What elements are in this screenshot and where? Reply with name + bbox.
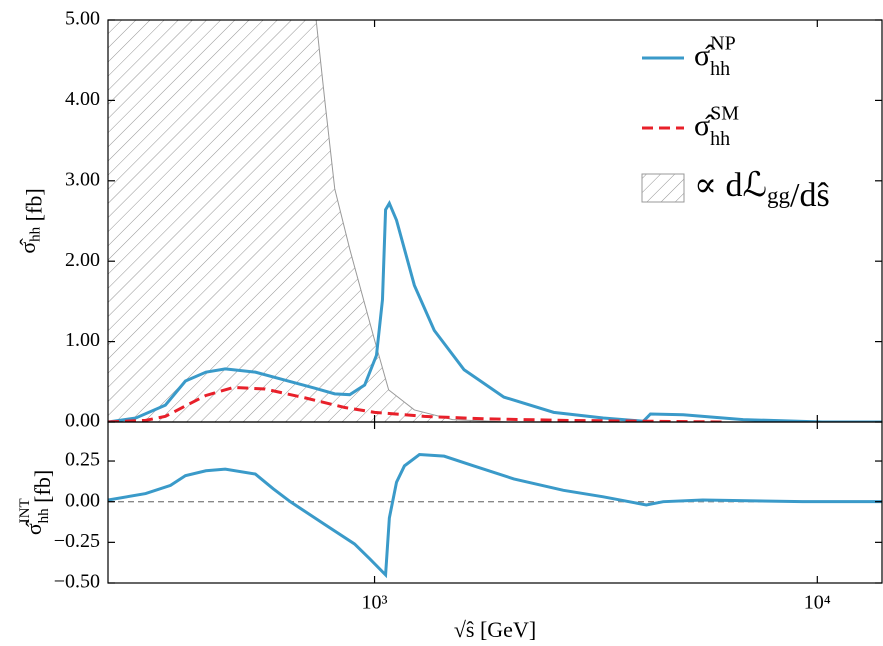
rich-label: σ̂SM hh (694, 102, 739, 150)
label-sup: INT (18, 498, 34, 523)
label-sub: hh (710, 128, 730, 150)
label-sub: hh (28, 226, 44, 242)
label-main: σ̂ (694, 39, 715, 72)
label-sup: SM (710, 102, 739, 124)
series-line (108, 385, 724, 422)
x-axis-label: √ŝ [GeV] (454, 617, 536, 642)
y-tick-label: 5.00 (65, 8, 100, 30)
series-line (108, 199, 882, 422)
y-tick-label: 1.00 (65, 329, 100, 351)
label-sub: hh (36, 508, 52, 524)
shaded-area (108, 20, 508, 422)
label-tail: [fb] (30, 470, 55, 508)
rich-label: σ̂NP hh (694, 32, 736, 80)
label-tail: /dŝ (790, 177, 830, 214)
series-line (108, 452, 882, 579)
label-sub: gg (767, 183, 791, 208)
label-sub: hh (710, 58, 730, 80)
axes-frame (107, 421, 883, 584)
y-tick-label: 0.00 (65, 410, 100, 432)
label-tail: [fb] (22, 188, 47, 226)
label-main: ∝ dℒ (694, 167, 767, 204)
y-tick-label: −0.25 (54, 530, 100, 552)
rich-label: σ̂hh [fb] (15, 188, 47, 253)
y-tick-label: −0.50 (54, 571, 100, 593)
label-main: σ̂ (694, 109, 715, 142)
x-tick-label: 10³ (362, 592, 388, 614)
y-tick-label: 2.00 (65, 249, 100, 271)
plot-area (108, 20, 882, 422)
rich-label: σ̂INT hh [fb] (18, 470, 55, 535)
y-tick-label: 3.00 (65, 168, 100, 190)
y-tick-label: 4.00 (65, 88, 100, 110)
y-tick-label: 0.25 (65, 449, 100, 471)
label-sup: NP (710, 32, 736, 54)
plot-area (108, 452, 882, 579)
legend-swatch (641, 173, 685, 203)
rich-label: ∝ dℒgg/dŝ (694, 167, 830, 214)
y-tick-label: 0.00 (65, 489, 100, 511)
x-tick-label: 10⁴ (804, 592, 831, 614)
